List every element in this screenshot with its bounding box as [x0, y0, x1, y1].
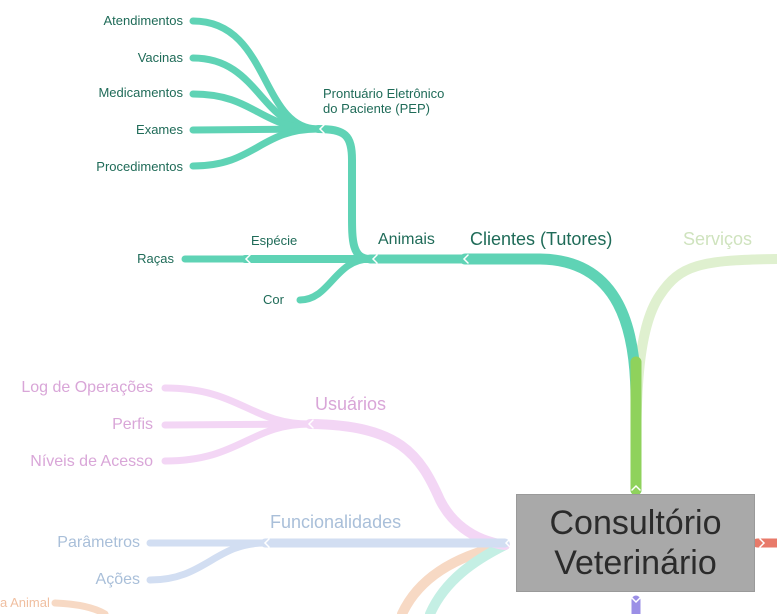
node-cor[interactable]: Cor: [263, 292, 284, 307]
node-racas[interactable]: Raças: [137, 251, 174, 266]
connector-mint: [425, 540, 510, 614]
connector-niveis: [161, 420, 314, 465]
node-clientes-tutores[interactable]: Clientes (Tutores): [470, 229, 613, 249]
node-pep-line2: do Paciente (PEP): [323, 100, 430, 116]
connector-cor: [296, 255, 374, 304]
root-label-line2: Veterinário: [554, 544, 717, 582]
node-partial-animal[interactable]: a Animal: [0, 595, 50, 610]
node-exames[interactable]: Exames: [136, 122, 183, 137]
node-niveis-acesso[interactable]: Níveis de Acesso: [30, 453, 153, 470]
node-usuarios[interactable]: Usuários: [315, 394, 387, 414]
joint-chevrons: [244, 124, 766, 604]
node-atendimentos[interactable]: Atendimentos: [103, 13, 184, 28]
node-servicos[interactable]: Serviços: [683, 229, 753, 249]
node-especie[interactable]: Espécie: [251, 233, 298, 248]
connector-orange-left: [51, 599, 109, 614]
connector-log: [161, 384, 314, 428]
node-medicamentos[interactable]: Medicamentos: [98, 85, 183, 100]
node-pep-line1: Prontuário Eletrônico: [323, 86, 445, 101]
node-log-operacoes[interactable]: Log de Operações: [21, 379, 153, 396]
connector-servicos: [631, 254, 777, 495]
node-pep[interactable]: Prontuário Eletrônico do Paciente (PEP): [323, 86, 445, 117]
node-funcionalidades[interactable]: Funcionalidades: [270, 512, 402, 532]
node-vacinas[interactable]: Vacinas: [137, 50, 183, 65]
connector-usuarios: [305, 419, 510, 550]
node-perfis[interactable]: Perfis: [112, 416, 153, 433]
root-node-consultorio-veterinario[interactable]: Consultório Veterinário: [516, 494, 755, 592]
node-procedimentos[interactable]: Procedimentos: [96, 159, 183, 174]
connector-acoes: [146, 539, 269, 584]
node-animais[interactable]: Animais: [378, 231, 435, 248]
connector-procedimentos: [189, 125, 322, 170]
node-parametros[interactable]: Parâmetros: [57, 534, 140, 551]
node-acoes[interactable]: Ações: [95, 571, 140, 588]
connector-clientes: [459, 253, 642, 496]
connector-pep-trunk: [314, 125, 374, 263]
root-label-line1: Consultório: [549, 504, 722, 542]
